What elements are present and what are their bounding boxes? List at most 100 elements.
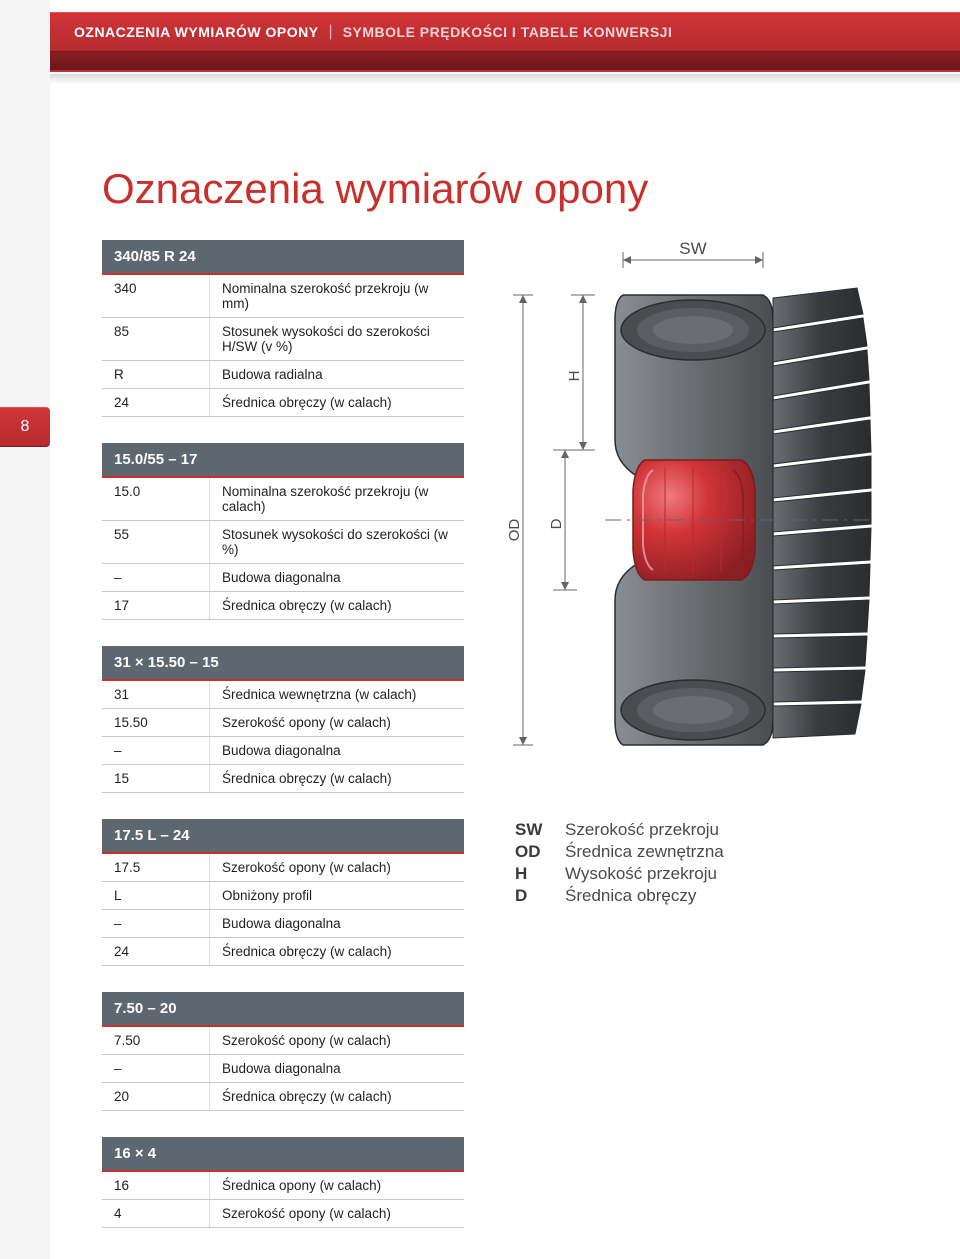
table-row: 85Stosunek wysokości do szerokości H/SW … xyxy=(102,318,464,361)
table-cell-value: Nominalna szerokość przekroju (w mm) xyxy=(210,275,464,317)
table-header: 7.50 – 20 xyxy=(102,992,464,1027)
table-cell-value: Średnica obręczy (w calach) xyxy=(210,938,464,965)
table-row: 4Szerokość opony (w calach) xyxy=(102,1200,464,1228)
table-row: LObniżony profil xyxy=(102,882,464,910)
legend-row: HWysokość przekroju xyxy=(515,864,724,884)
header-bar: OZNACZENIA WYMIARÓW OPONY | SYMBOLE PRĘD… xyxy=(50,12,960,52)
table-row: 17Średnica obręczy (w calach) xyxy=(102,592,464,620)
table-cell-key: 24 xyxy=(102,389,210,416)
table-cell-key: 340 xyxy=(102,275,210,317)
table-cell-value: Średnica wewnętrzna (w calach) xyxy=(210,681,464,708)
header-separator: | xyxy=(329,23,333,41)
table-cell-value: Średnica obręczy (w calach) xyxy=(210,592,464,619)
table-cell-key: 31 xyxy=(102,681,210,708)
table-cell-value: Średnica obręczy (w calach) xyxy=(210,1083,464,1110)
legend-key: OD xyxy=(515,842,565,862)
tire-diagram: SW xyxy=(505,240,875,800)
table-cell-value: Nominalna szerokość przekroju (w calach) xyxy=(210,478,464,520)
table-cell-key: – xyxy=(102,737,210,764)
table-cell-value: Szerokość opony (w calach) xyxy=(210,709,464,736)
table-block: 340/85 R 24340Nominalna szerokość przekr… xyxy=(102,240,464,417)
table-cell-key: 24 xyxy=(102,938,210,965)
legend-key: D xyxy=(515,886,565,906)
table-cell-key: – xyxy=(102,1055,210,1082)
table-row: 15.50Szerokość opony (w calach) xyxy=(102,709,464,737)
table-row: 24Średnica obręczy (w calach) xyxy=(102,938,464,966)
table-cell-key: 4 xyxy=(102,1200,210,1227)
table-cell-key: 7.50 xyxy=(102,1027,210,1054)
table-cell-value: Szerokość opony (w calach) xyxy=(210,1027,464,1054)
table-row: 20Średnica obręczy (w calach) xyxy=(102,1083,464,1111)
legend-key: SW xyxy=(515,820,565,840)
table-cell-value: Obniżony profil xyxy=(210,882,464,909)
table-block: 16 × 416Średnica opony (w calach)4Szerok… xyxy=(102,1137,464,1228)
page-number: 8 xyxy=(21,418,30,436)
table-header: 15.0/55 – 17 xyxy=(102,443,464,478)
legend-value: Średnica obręczy xyxy=(565,886,696,906)
table-cell-key: 55 xyxy=(102,521,210,563)
table-block: 31 × 15.50 – 1531Średnica wewnętrzna (w … xyxy=(102,646,464,793)
table-row: 15Średnica obręczy (w calach) xyxy=(102,765,464,793)
header-sub-bar xyxy=(50,52,960,72)
table-cell-value: Średnica obręczy (w calach) xyxy=(210,389,464,416)
diagram-label-od: OD xyxy=(506,519,523,542)
table-row: 340Nominalna szerokość przekroju (w mm) xyxy=(102,275,464,318)
table-cell-key: 85 xyxy=(102,318,210,360)
table-row: 31Średnica wewnętrzna (w calach) xyxy=(102,681,464,709)
table-cell-key: L xyxy=(102,882,210,909)
legend-value: Średnica zewnętrzna xyxy=(565,842,724,862)
table-block: 15.0/55 – 1715.0Nominalna szerokość prze… xyxy=(102,443,464,620)
diagram-label-h: H xyxy=(566,371,583,382)
table-cell-value: Stosunek wysokości do szerokości H/SW (v… xyxy=(210,318,464,360)
table-cell-value: Budowa diagonalna xyxy=(210,737,464,764)
table-cell-value: Budowa diagonalna xyxy=(210,910,464,937)
table-cell-value: Budowa radialna xyxy=(210,361,464,388)
table-header: 16 × 4 xyxy=(102,1137,464,1172)
table-row: 55Stosunek wysokości do szerokości (w %) xyxy=(102,521,464,564)
diagram-label-d: D xyxy=(548,518,565,529)
table-cell-key: 15 xyxy=(102,765,210,792)
table-cell-key: – xyxy=(102,910,210,937)
table-cell-value: Szerokość opony (w calach) xyxy=(210,854,464,881)
legend-row: ODŚrednica zewnętrzna xyxy=(515,842,724,862)
table-header: 31 × 15.50 – 15 xyxy=(102,646,464,681)
legend-row: SWSzerokość przekroju xyxy=(515,820,724,840)
diagram-legend: SWSzerokość przekrojuODŚrednica zewnętrz… xyxy=(515,820,724,908)
table-row: 16Średnica opony (w calach) xyxy=(102,1172,464,1200)
legend-row: DŚrednica obręczy xyxy=(515,886,724,906)
table-row: 7.50Szerokość opony (w calach) xyxy=(102,1027,464,1055)
table-cell-key: 16 xyxy=(102,1172,210,1199)
table-cell-value: Średnica opony (w calach) xyxy=(210,1172,464,1199)
legend-value: Szerokość przekroju xyxy=(565,820,719,840)
table-cell-key: 20 xyxy=(102,1083,210,1110)
table-block: 17.5 L – 2417.5Szerokość opony (w calach… xyxy=(102,819,464,966)
tire-body xyxy=(615,288,871,745)
table-header: 17.5 L – 24 xyxy=(102,819,464,854)
header-title-2: SYMBOLE PRĘDKOŚCI I TABELE KONWERSJI xyxy=(343,24,673,40)
table-cell-key: – xyxy=(102,564,210,591)
header-shadow xyxy=(50,74,960,84)
table-cell-value: Stosunek wysokości do szerokości (w %) xyxy=(210,521,464,563)
table-cell-key: 15.50 xyxy=(102,709,210,736)
table-header: 340/85 R 24 xyxy=(102,240,464,275)
page-title: Oznaczenia wymiarów opony xyxy=(102,165,648,213)
table-cell-key: 17.5 xyxy=(102,854,210,881)
table-row: –Budowa diagonalna xyxy=(102,737,464,765)
table-row: 15.0Nominalna szerokość przekroju (w cal… xyxy=(102,478,464,521)
page-number-tab: 8 xyxy=(0,407,50,447)
table-cell-value: Budowa diagonalna xyxy=(210,564,464,591)
table-cell-value: Szerokość opony (w calach) xyxy=(210,1200,464,1227)
tables-column: 340/85 R 24340Nominalna szerokość przekr… xyxy=(102,240,464,1228)
table-cell-key: 17 xyxy=(102,592,210,619)
diagram-label-sw: SW xyxy=(679,240,706,258)
table-row: 24Średnica obręczy (w calach) xyxy=(102,389,464,417)
table-cell-key: R xyxy=(102,361,210,388)
header-title-1: OZNACZENIA WYMIARÓW OPONY xyxy=(74,24,319,40)
table-row: RBudowa radialna xyxy=(102,361,464,389)
table-row: 17.5Szerokość opony (w calach) xyxy=(102,854,464,882)
table-row: –Budowa diagonalna xyxy=(102,910,464,938)
table-row: –Budowa diagonalna xyxy=(102,564,464,592)
table-row: –Budowa diagonalna xyxy=(102,1055,464,1083)
legend-key: H xyxy=(515,864,565,884)
table-block: 7.50 – 207.50Szerokość opony (w calach)–… xyxy=(102,992,464,1111)
